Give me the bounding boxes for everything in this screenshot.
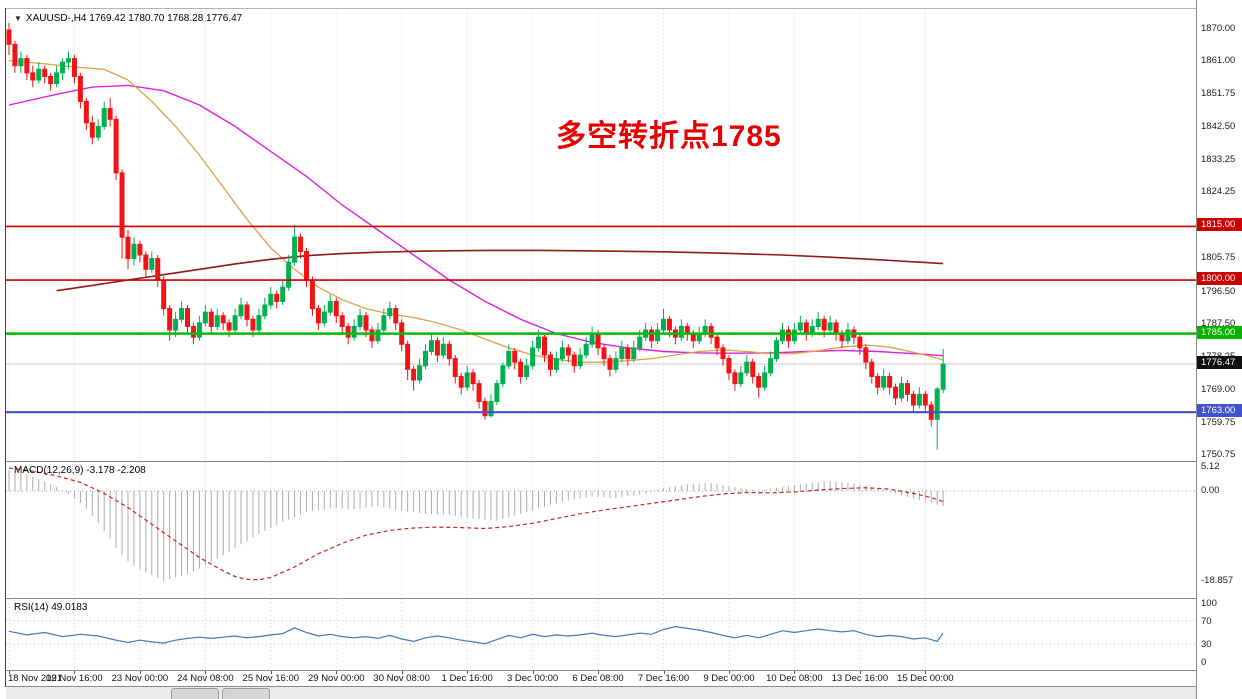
price-badge: 1785.00 <box>1197 326 1242 339</box>
time-axis[interactable]: 18 Nov 2021 19 Nov 16:00 23 Nov 00:00 24 No… <box>6 671 1196 687</box>
time-tick <box>401 671 403 674</box>
time-tick <box>925 671 927 674</box>
rsi-canvas[interactable] <box>6 599 1196 670</box>
price-badge: 1776.47 <box>1197 356 1242 369</box>
time-tick <box>794 671 796 674</box>
time-label: 30 Nov 08:00 <box>373 673 430 684</box>
macd-tick: 0.00 <box>1201 485 1220 496</box>
chart-tab[interactable] <box>222 688 270 699</box>
ma-mid-orange <box>8 59 944 363</box>
time-label: 1 Dec 16:00 <box>441 673 493 684</box>
price-badge: 1800.00 <box>1197 272 1242 285</box>
time-label: 3 Dec 00:00 <box>506 673 559 684</box>
time-tick <box>205 671 207 674</box>
price-tick: 1787.50 <box>1201 318 1236 329</box>
price-tick: 1750.75 <box>1201 449 1236 460</box>
ma-slow-magenta <box>8 84 944 357</box>
time-label: 23 Nov 00:00 <box>111 673 169 684</box>
price-tick: 1805.75 <box>1201 252 1236 263</box>
macd-canvas[interactable] <box>6 462 1196 598</box>
time-tick <box>270 671 272 674</box>
time-label: 18 Nov 2021 <box>8 673 62 684</box>
symbol-ohlc-text: XAUUSD-,H4 1769.42 1780.70 1768.28 1776.… <box>25 13 243 24</box>
rsi-panel[interactable]: RSI(14) 49.0183 <box>6 599 1196 671</box>
price-scale[interactable]: 1870.00 1861.00 1851.75 1842.50 1833.25 1824.… <box>1196 0 1242 699</box>
time-tick <box>467 671 469 674</box>
price-tick: 1842.50 <box>1201 121 1236 132</box>
chart-tab[interactable] <box>171 688 219 699</box>
time-label: 7 Dec 16:00 <box>637 673 690 684</box>
price-tick: 1769.00 <box>1201 384 1236 395</box>
time-tick <box>532 671 534 674</box>
macd-tick: -18.857 <box>1201 575 1234 586</box>
time-tick <box>728 671 730 674</box>
time-tick <box>336 671 338 674</box>
rsi-line <box>8 625 944 645</box>
price-badge: 1763.00 <box>1197 404 1242 417</box>
price-chart-canvas[interactable] <box>6 9 1196 461</box>
macd-panel[interactable]: MACD(12,26,9) -3.178 -2.208 <box>6 462 1196 599</box>
price-tick: 1759.75 <box>1201 417 1236 428</box>
time-tick <box>9 671 10 674</box>
rsi-tick: 100 <box>1201 598 1217 609</box>
rsi-label: RSI(14) 49.0183 <box>14 602 88 613</box>
price-tick: 1796.50 <box>1201 286 1236 297</box>
price-tick: 1870.00 <box>1201 23 1236 34</box>
collapse-arrow-icon[interactable]: ▼ <box>14 14 22 23</box>
price-badge: 1815.00 <box>1197 218 1242 231</box>
time-label: 25 Nov 16:00 <box>242 673 300 684</box>
rsi-tick: 30 <box>1201 639 1212 650</box>
time-tick <box>74 671 76 674</box>
time-tick <box>859 671 861 674</box>
time-label: 9 Dec 00:00 <box>703 673 755 684</box>
time-label: 24 Nov 08:00 <box>177 673 234 684</box>
macd-label: MACD(12,26,9) -3.178 -2.208 <box>14 465 146 476</box>
ma-long-darkred <box>56 249 944 292</box>
time-label: 19 Nov 16:00 <box>46 673 103 684</box>
time-label: 6 Dec 08:00 <box>572 673 624 684</box>
price-tick: 1833.25 <box>1201 154 1236 165</box>
time-tick <box>663 671 665 674</box>
time-tick <box>139 671 141 674</box>
window-border <box>5 8 6 687</box>
price-tick: 1861.00 <box>1201 55 1236 66</box>
chart-tab-bar <box>6 687 1196 699</box>
time-label: 13 Dec 16:00 <box>831 673 889 684</box>
time-label: 10 Dec 08:00 <box>766 673 823 684</box>
macd-tick: 5.12 <box>1201 461 1220 472</box>
symbol-ohlc-label: ▼ XAUUSD-,H4 1769.42 1780.70 1768.28 1776… <box>14 13 242 24</box>
time-tick <box>598 671 600 674</box>
annotation-text: 多空转折点1785 <box>556 120 782 153</box>
time-label: 15 Dec 00:00 <box>897 673 954 684</box>
price-tick: 1824.25 <box>1201 186 1236 197</box>
price-tick: 1851.75 <box>1201 88 1236 99</box>
time-label: 29 Nov 00:00 <box>307 673 365 684</box>
rsi-tick: 0 <box>1201 657 1207 668</box>
macd-signal-line <box>8 467 944 581</box>
rsi-tick: 70 <box>1201 616 1212 627</box>
price-chart-panel[interactable]: ▼ XAUUSD-,H4 1769.42 1780.70 1768.28 1776… <box>6 8 1196 462</box>
